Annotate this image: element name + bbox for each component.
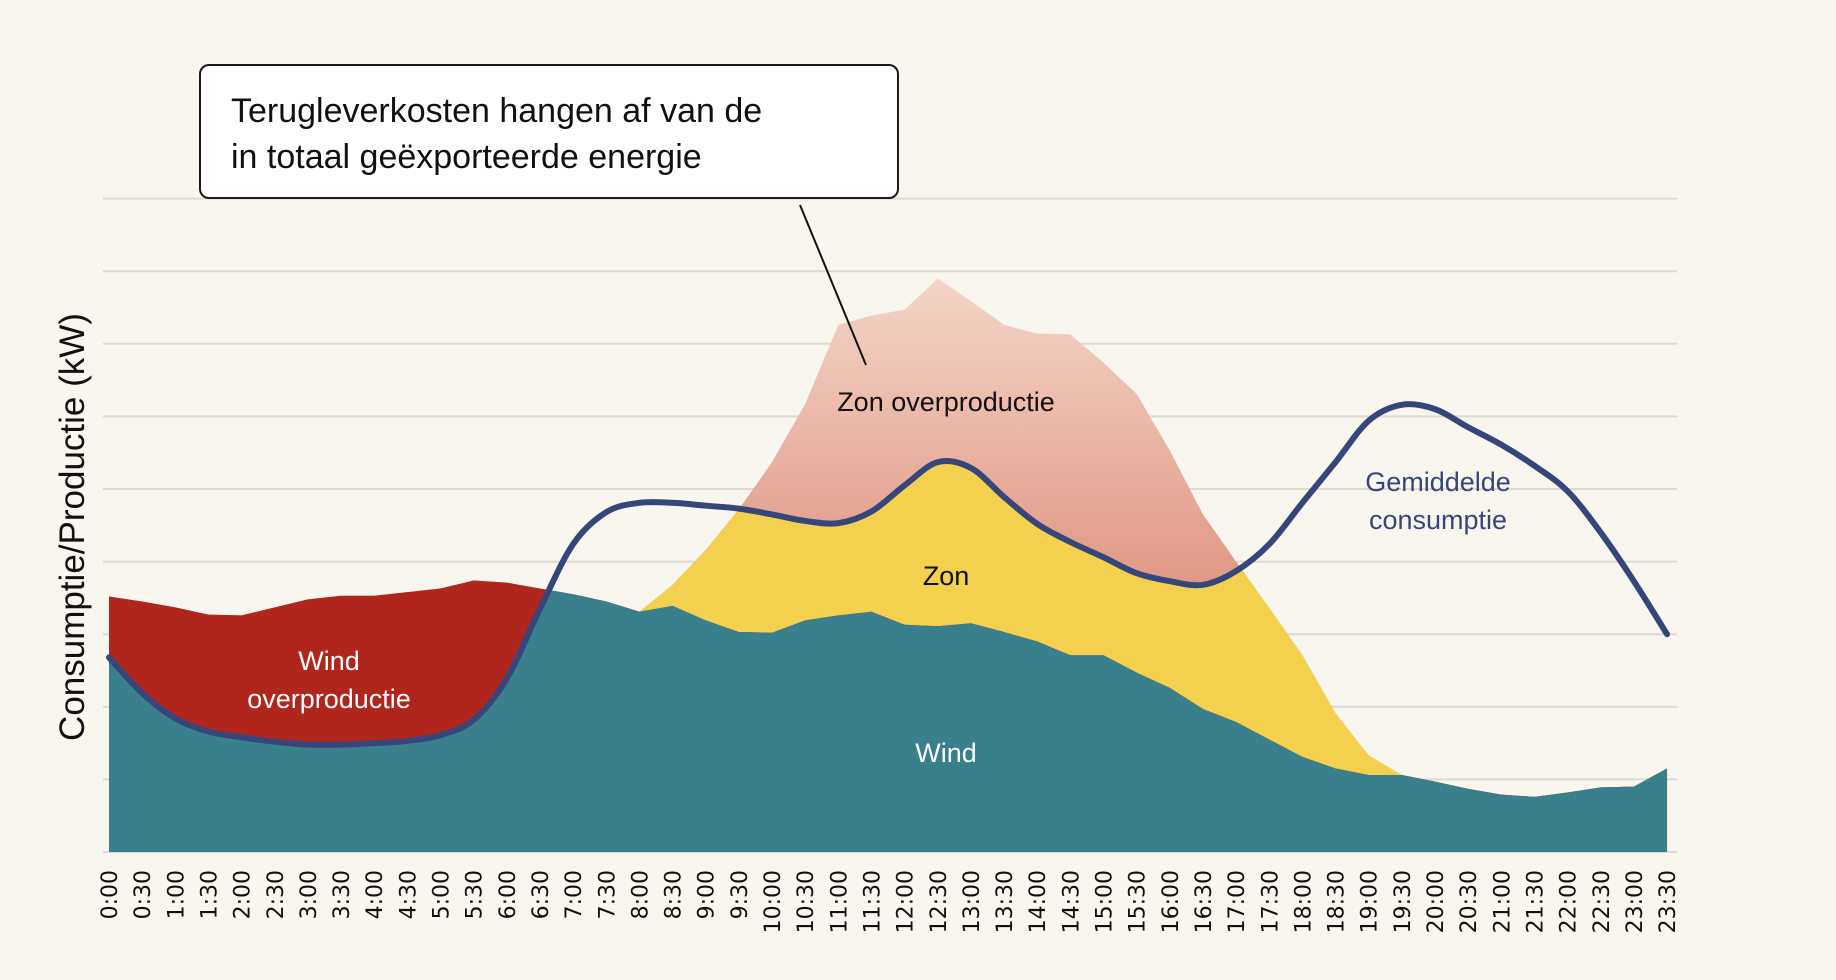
consumption-label-line-1: Gemiddelde <box>1365 467 1511 497</box>
x-tick-label: 8:30 <box>662 870 687 919</box>
x-tick-label: 15:30 <box>1126 870 1151 933</box>
y-axis-label: Consumptie/Productie (kW) <box>53 313 92 741</box>
x-tick-label: 16:30 <box>1192 870 1217 933</box>
x-tick-label: 7:00 <box>562 870 587 919</box>
x-tick-label: 12:30 <box>927 870 952 933</box>
callout-line-2: in totaal geëxporteerde energie <box>231 138 702 176</box>
x-tick-label: 3:30 <box>330 870 355 919</box>
x-tick-label: 13:00 <box>960 870 985 933</box>
solar-label: Zon <box>922 561 970 591</box>
x-tick-label: 23:30 <box>1656 870 1681 933</box>
x-tick-label: 18:30 <box>1325 870 1350 933</box>
x-tick-label: 14:30 <box>1059 870 1084 933</box>
x-tick-label: 4:30 <box>396 870 421 919</box>
x-tick-label: 8:00 <box>628 870 653 919</box>
x-tick-label: 18:00 <box>1291 870 1316 933</box>
x-tick-label: 19:00 <box>1358 870 1383 933</box>
wind-overproduction-label-line-2: overproductie <box>247 684 411 714</box>
x-tick-label: 3:00 <box>297 870 322 919</box>
consumption-label: Gemiddelde consumptie <box>1365 463 1511 539</box>
x-tick-label: 17:30 <box>1258 870 1283 933</box>
x-tick-label: 19:30 <box>1391 870 1416 933</box>
x-tick-label: 22:30 <box>1590 870 1615 933</box>
callout-line-1: Terugleverkosten hangen af van de <box>231 92 763 130</box>
x-tick-label: 4:00 <box>363 870 388 919</box>
x-tick-label: 22:00 <box>1557 870 1582 933</box>
x-tick-label: 5:00 <box>430 870 455 919</box>
wind-label: Wind <box>915 738 977 768</box>
x-tick-label: 17:00 <box>1225 870 1250 933</box>
callout-box: Terugleverkosten hangen af van de in tot… <box>199 64 899 199</box>
x-tick-label: 7:30 <box>595 870 620 919</box>
x-tick-label: 21:30 <box>1523 870 1548 933</box>
x-tick-label: 23:00 <box>1623 870 1648 933</box>
callout-leader-line <box>799 204 867 366</box>
x-tick-label: 14:00 <box>1026 870 1051 933</box>
solar-overproduction-label: Zon overproductie <box>837 387 1055 417</box>
wind-overproduction-label-line-1: Wind <box>298 646 360 676</box>
x-tick-label: 2:00 <box>231 870 256 919</box>
x-axis-ticks: 0:00 0:30 1:00 1:30 2:00 2:30 3:00 3:30 4:00 4:30… <box>98 870 1681 933</box>
x-tick-label: 11:00 <box>827 870 852 933</box>
x-tick-label: 12:00 <box>894 870 919 933</box>
x-tick-label: 1:00 <box>164 870 189 919</box>
x-tick-label: 5:30 <box>463 870 488 919</box>
x-tick-label: 1:30 <box>197 870 222 919</box>
x-tick-label: 21:00 <box>1490 870 1515 933</box>
x-tick-label: 6:30 <box>529 870 554 919</box>
x-tick-label: 15:00 <box>1093 870 1118 933</box>
x-tick-label: 6:00 <box>496 870 521 919</box>
consumption-label-line-2: consumptie <box>1368 505 1508 535</box>
x-tick-label: 9:00 <box>695 870 720 919</box>
x-tick-label: 16:00 <box>1159 870 1184 933</box>
x-tick-label: 0:30 <box>131 870 156 919</box>
consumption-line <box>106 401 1671 748</box>
x-tick-label: 10:30 <box>794 870 819 933</box>
x-tick-label: 13:30 <box>993 870 1018 933</box>
x-tick-label: 10:00 <box>761 870 786 933</box>
x-tick-label: 2:30 <box>264 870 289 919</box>
x-tick-label: 20:30 <box>1457 870 1482 933</box>
x-tick-label: 11:30 <box>860 870 885 933</box>
wind-overproduction-label: Wind overproductie <box>247 642 411 718</box>
x-tick-label: 0:00 <box>98 870 123 919</box>
x-tick-label: 20:00 <box>1424 870 1449 933</box>
x-tick-label: 9:30 <box>728 870 753 919</box>
